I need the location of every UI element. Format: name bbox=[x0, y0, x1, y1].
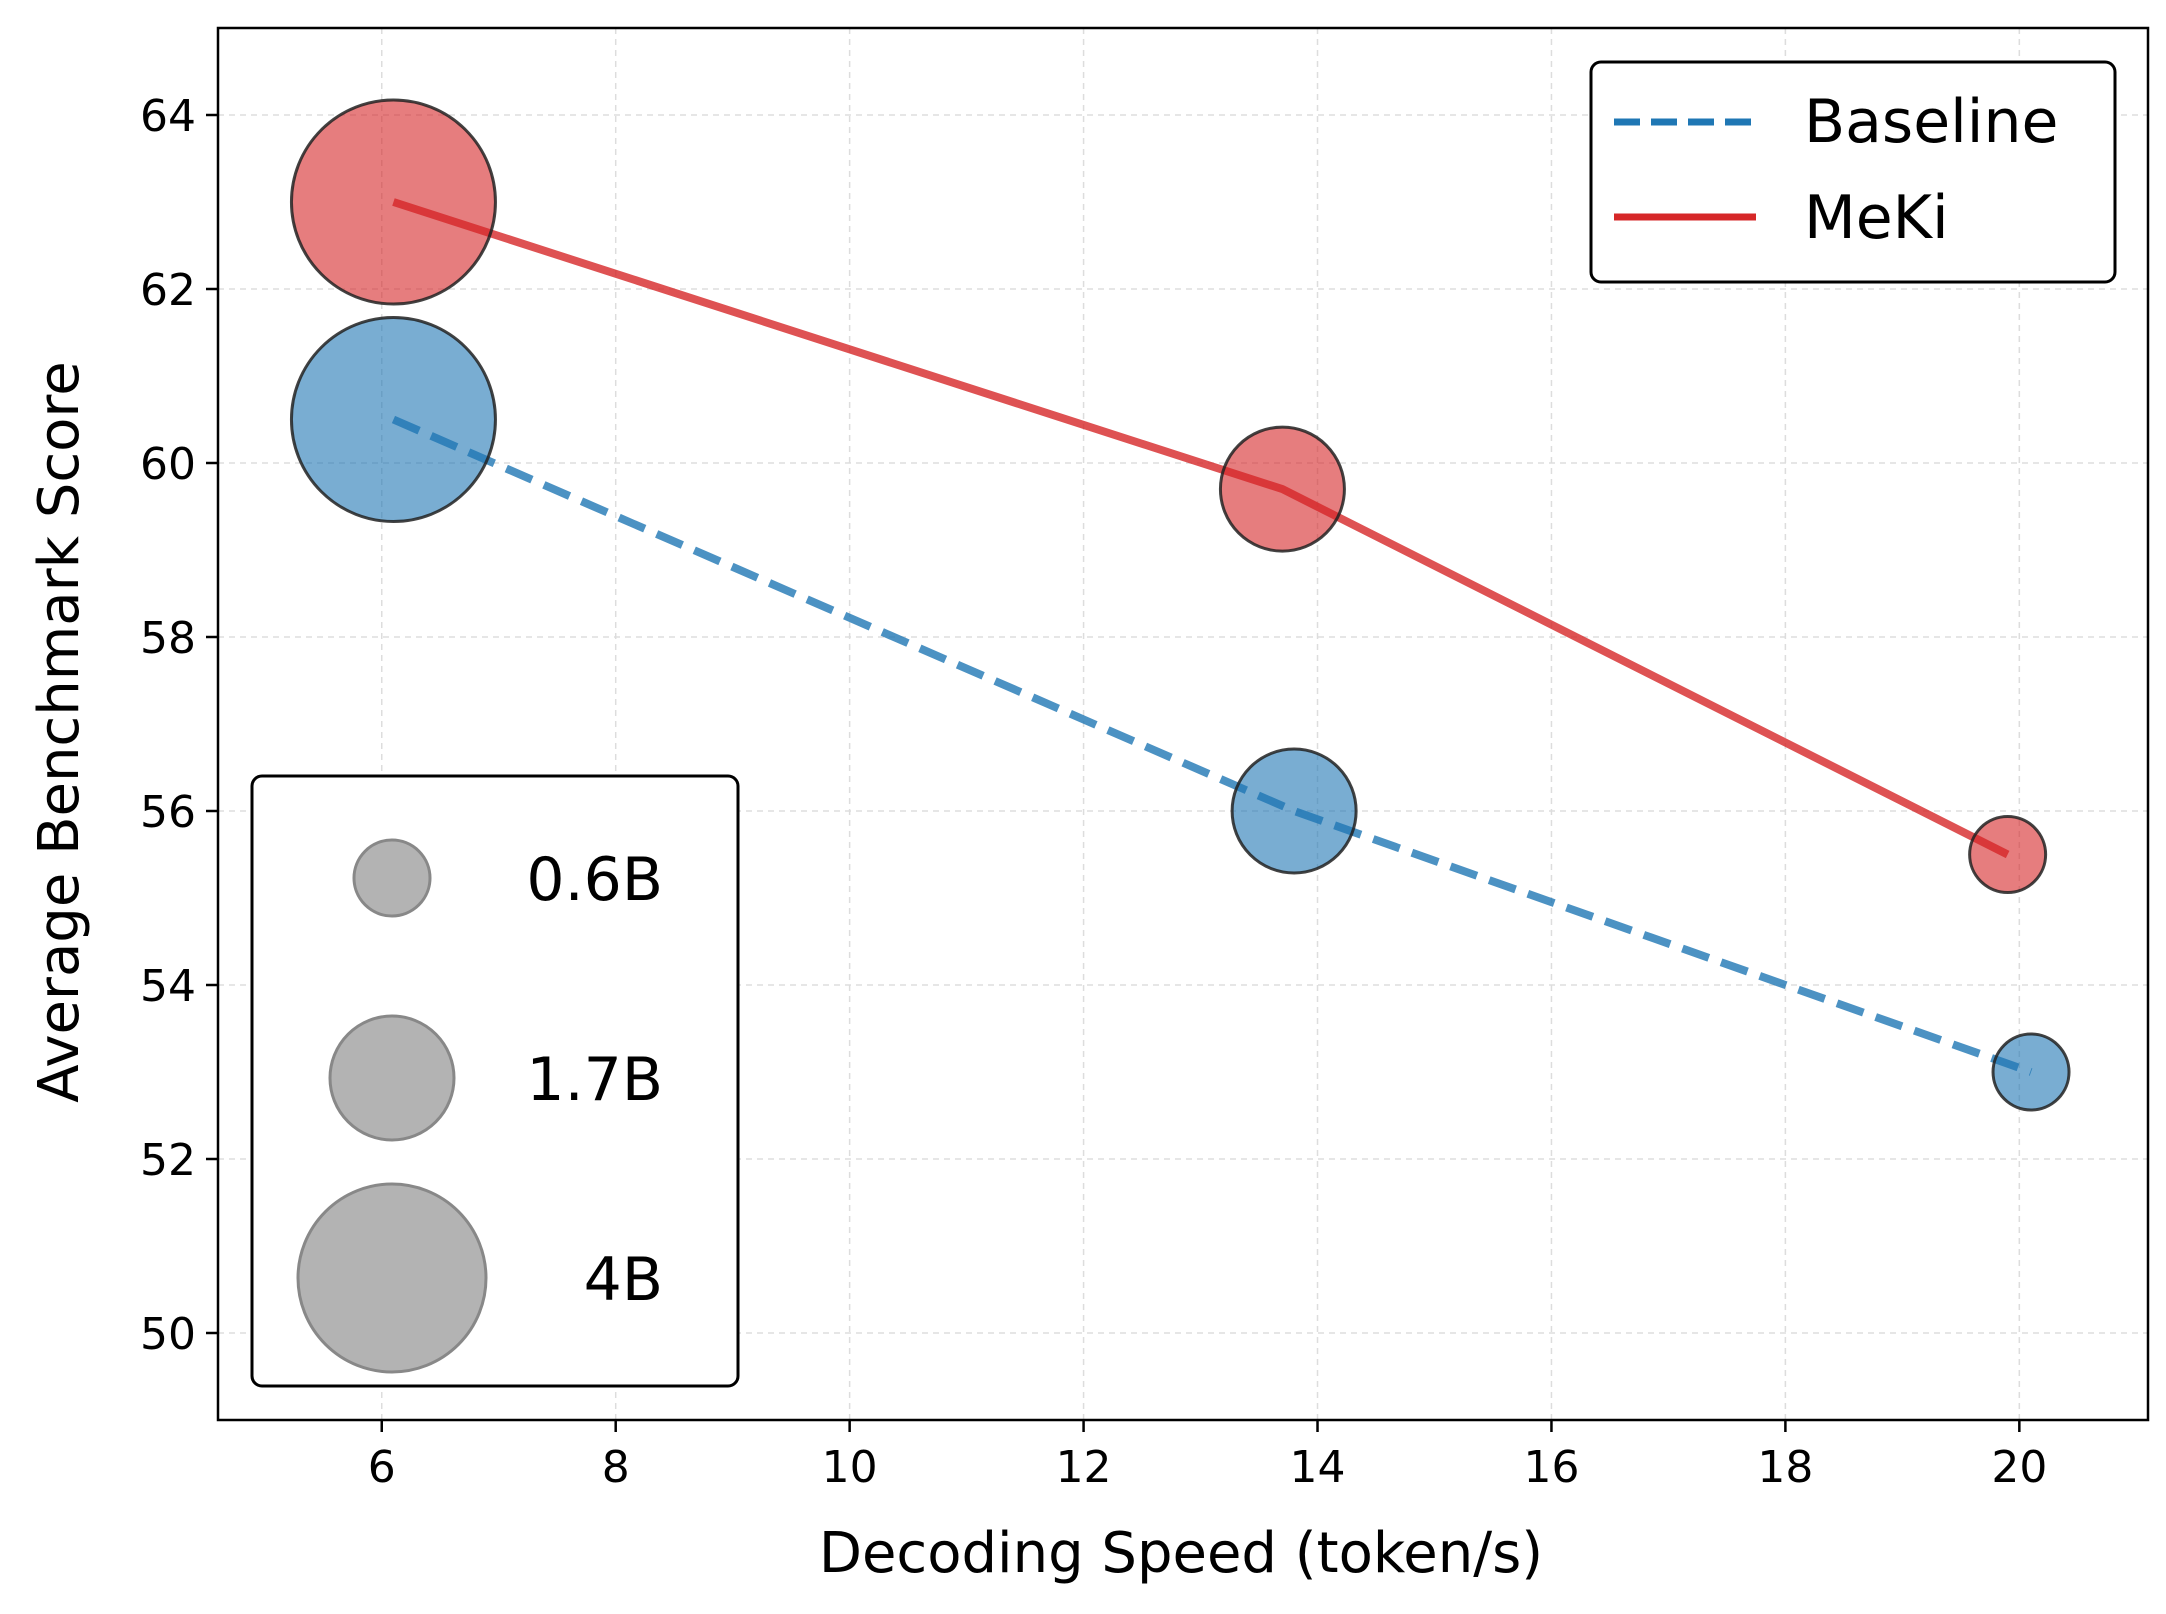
x-tick-label: 6 bbox=[368, 1442, 396, 1493]
x-axis-label: Decoding Speed (token/s) bbox=[819, 1521, 1543, 1586]
y-tick-label: 54 bbox=[140, 961, 196, 1012]
series-legend-box bbox=[1589, 60, 2117, 284]
size-legend-label-4b: 4B bbox=[584, 1245, 663, 1315]
x-tick-label: 12 bbox=[1056, 1442, 1112, 1493]
y-tick-label: 64 bbox=[140, 91, 196, 142]
x-tick-label: 14 bbox=[1290, 1442, 1346, 1493]
x-tick-label: 16 bbox=[1523, 1442, 1579, 1493]
y-tick-label: 62 bbox=[140, 265, 196, 316]
data-point-meki bbox=[1968, 815, 2048, 894]
y-tick-label: 56 bbox=[140, 787, 196, 838]
series-legend: Baseline MeKi bbox=[1589, 60, 2117, 284]
size-legend-marker-4b bbox=[296, 1182, 488, 1374]
data-point-meki bbox=[289, 98, 497, 306]
data-point-meki bbox=[1218, 425, 1346, 553]
data-point-baseline bbox=[1230, 747, 1358, 875]
data-points bbox=[289, 98, 2071, 1112]
y-tick-label: 60 bbox=[140, 439, 196, 490]
data-point-baseline bbox=[289, 316, 497, 523]
x-tick-label: 20 bbox=[1991, 1442, 2047, 1493]
y-tick-label: 50 bbox=[140, 1309, 196, 1360]
size-legend-marker-1-7b bbox=[328, 1014, 456, 1142]
size-legend-label-0-6b: 0.6B bbox=[526, 845, 663, 915]
axes: 6 8 10 12 14 16 18 20 50 52 54 56 58 60 62 64 bbox=[140, 26, 2150, 1493]
y-tick-label: 52 bbox=[140, 1135, 196, 1186]
series-line-baseline bbox=[391, 415, 2033, 1076]
plot-frame bbox=[216, 26, 2150, 1422]
legend-label-meki: MeKi bbox=[1804, 183, 1949, 253]
size-legend: 0.6B 1.7B 4B bbox=[250, 774, 740, 1388]
x-tick-label: 8 bbox=[602, 1442, 630, 1493]
legend-label-baseline: Baseline bbox=[1804, 87, 2058, 157]
size-legend-label-1-7b: 1.7B bbox=[526, 1045, 663, 1115]
size-legend-marker-0-6b bbox=[352, 838, 432, 918]
x-tick-label: 18 bbox=[1757, 1442, 1813, 1493]
y-tick-label: 58 bbox=[140, 613, 196, 664]
y-axis-label: Average Benchmark Score bbox=[27, 361, 92, 1102]
data-point-baseline bbox=[1991, 1032, 2071, 1112]
x-tick-label: 10 bbox=[822, 1442, 878, 1493]
